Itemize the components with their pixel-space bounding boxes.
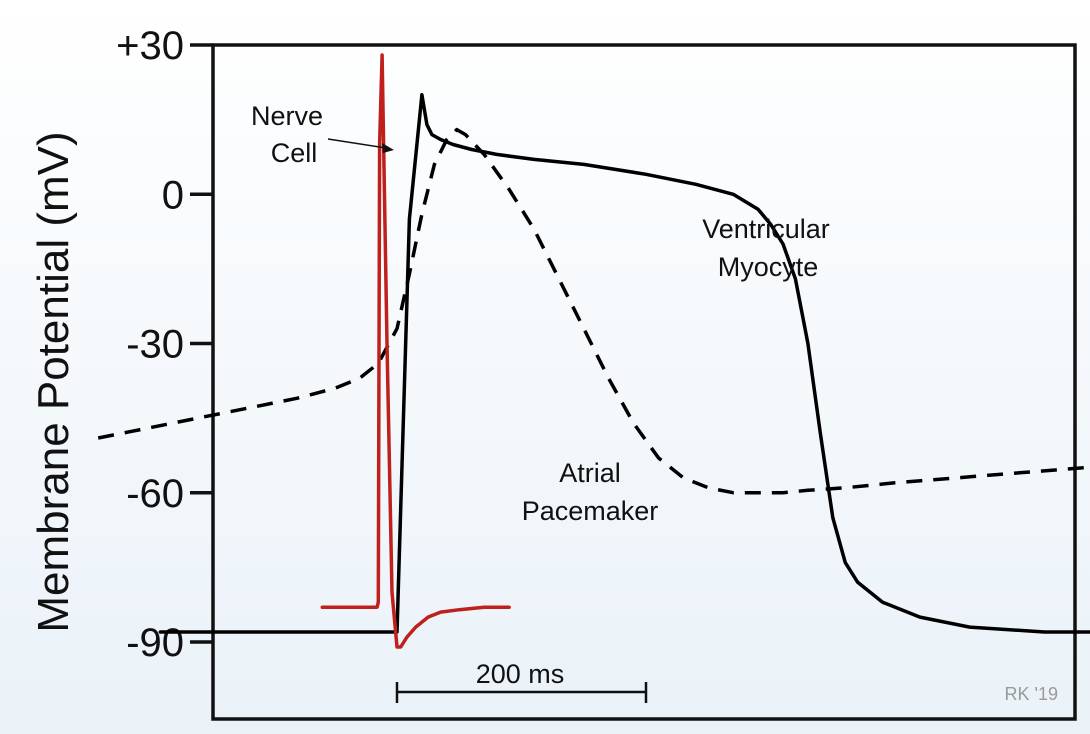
plot-frame <box>211 43 1077 721</box>
y-tick-label: +30 <box>116 24 184 68</box>
y-tick-label: 0 <box>162 173 184 217</box>
ventricular-myocyte-line <box>158 93 1090 634</box>
ventricular-myocyte-label-line2: Myocyte <box>718 252 819 282</box>
series-layer <box>97 53 1090 649</box>
nerve-cell-label-line1: Nerve <box>251 101 323 131</box>
y-tick-label: -60 <box>126 472 184 516</box>
nerve-cell-arrow <box>327 138 394 153</box>
atrial-pacemaker-line <box>97 127 1090 495</box>
nerve-cell-line <box>320 53 511 649</box>
nerve-cell-label-line2: Cell <box>271 138 318 168</box>
scale-bar: 200 ms <box>395 659 648 703</box>
atrial-pacemaker-label-line1: Atrial <box>559 458 621 488</box>
atrial-pacemaker-label-line2: Pacemaker <box>522 496 659 526</box>
ventricular-myocyte-label-line1: Ventricular <box>702 214 830 244</box>
credit-text: RK '19 <box>1005 684 1058 704</box>
y-axis-label: Membrane Potential (mV) <box>29 131 78 632</box>
scale-bar-label: 200 ms <box>476 659 565 689</box>
y-axis-ticks: +30 0 -30 -60 -90 <box>116 24 213 665</box>
y-tick-label: -90 <box>126 621 184 665</box>
y-tick-label: -30 <box>126 323 184 367</box>
